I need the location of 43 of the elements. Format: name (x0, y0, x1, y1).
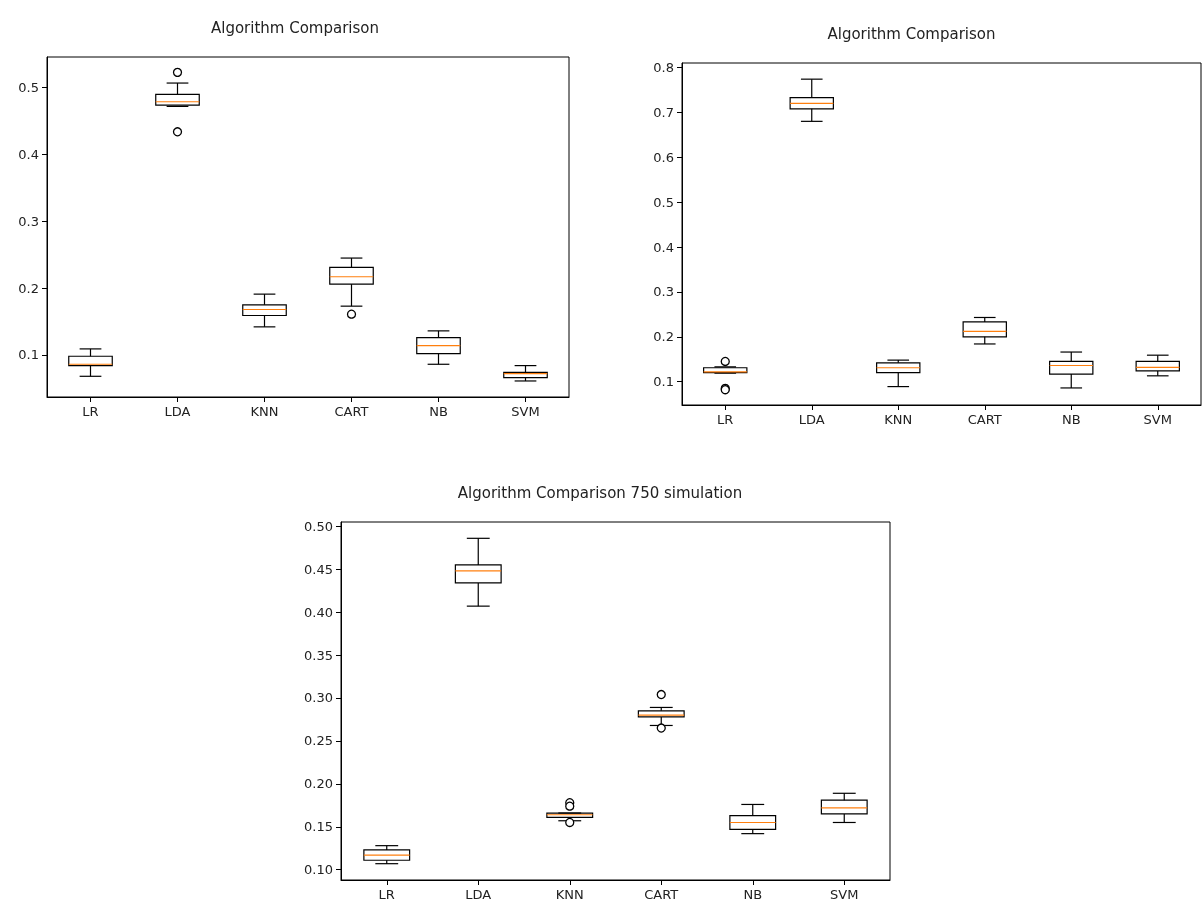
chart-title: Algorithm Comparison (827, 24, 996, 43)
y-tick-label: 0.50 (304, 518, 333, 534)
y-tick-label: 0.1 (653, 374, 674, 390)
x-tick-label: SVM (830, 887, 859, 902)
x-tick-label: NB (743, 887, 763, 902)
x-tick-label: LDA (164, 404, 191, 419)
x-tick-label: CART (967, 412, 1002, 427)
y-tick-label: 0.1 (18, 347, 39, 363)
y-tick-label: 0.2 (653, 329, 674, 345)
x-tick-label: KNN (250, 404, 279, 419)
x-tick-label: NB (429, 404, 448, 419)
y-tick-label: 0.20 (304, 776, 333, 792)
x-tick-label: LR (378, 887, 395, 902)
y-tick-label: 0.4 (18, 147, 39, 163)
y-tick-label: 0.6 (653, 149, 674, 165)
x-tick-label: LDA (465, 887, 492, 902)
x-tick-label: KNN (555, 887, 584, 902)
y-tick-label: 0.3 (18, 213, 39, 229)
y-tick-label: 0.5 (653, 194, 674, 210)
x-tick-label: NB (1061, 412, 1081, 427)
y-tick-label: 0.3 (653, 284, 674, 300)
x-tick-label: LDA (798, 412, 825, 427)
x-tick-label: CART (644, 887, 679, 902)
chart-title: Algorithm Comparison (210, 18, 380, 37)
x-tick-label: CART (334, 404, 369, 419)
y-tick-label: 0.45 (304, 561, 333, 577)
y-tick-label: 0.4 (653, 239, 674, 255)
y-tick-label: 0.8 (653, 59, 674, 75)
x-tick-label: KNN (884, 412, 913, 427)
y-tick-label: 0.10 (304, 862, 333, 878)
y-tick-label: 0.25 (304, 733, 333, 749)
y-tick-label: 0.30 (304, 690, 333, 706)
y-tick-label: 0.35 (304, 647, 333, 663)
x-tick-label: SVM (1143, 412, 1172, 427)
y-tick-label: 0.15 (304, 819, 333, 835)
x-tick-label: LR (717, 412, 734, 427)
x-tick-label: LR (82, 404, 99, 419)
y-tick-label: 0.40 (304, 604, 333, 620)
y-tick-label: 0.7 (653, 104, 674, 120)
y-tick-label: 0.2 (18, 280, 39, 296)
x-tick-label: SVM (511, 404, 540, 419)
chart-title: Algorithm Comparison 750 simulation (457, 483, 743, 502)
y-tick-label: 0.5 (18, 80, 39, 96)
